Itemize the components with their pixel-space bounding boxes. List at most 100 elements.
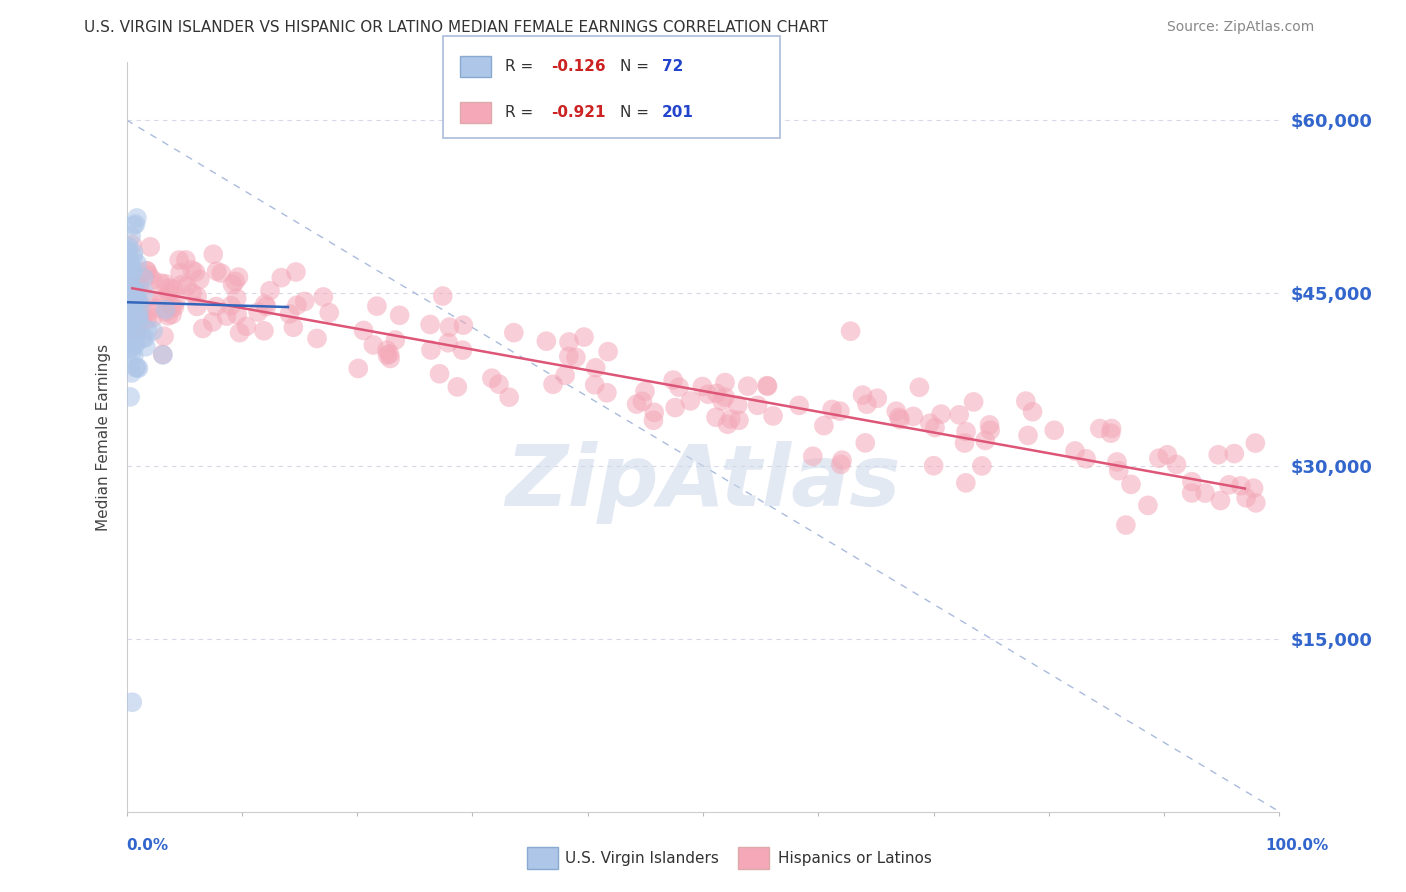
Point [908, 380, 931, 394]
Point [828, 404, 851, 418]
Point [1209, 493, 1232, 508]
Point [120, 229, 142, 244]
Point [831, 453, 853, 467]
Point [135, 340, 157, 354]
Point [1064, 444, 1087, 458]
Point [117, 245, 139, 260]
Point [375, 343, 398, 357]
Point [866, 391, 889, 405]
Point [728, 413, 751, 427]
Point [714, 390, 737, 404]
Point [120, 309, 142, 323]
Point [284, 265, 307, 279]
Point [125, 337, 148, 351]
Text: N =: N = [620, 59, 654, 74]
Point [974, 434, 997, 448]
Point [127, 292, 149, 306]
Point [163, 300, 186, 314]
Text: ZipAtlas: ZipAtlas [505, 441, 901, 524]
Point [136, 312, 159, 326]
Point [136, 323, 159, 337]
Point [536, 334, 558, 348]
Point [706, 386, 728, 401]
Point [1181, 486, 1204, 500]
Point [762, 409, 785, 423]
Text: 72: 72 [662, 59, 683, 74]
Point [125, 278, 148, 293]
Point [446, 380, 468, 394]
Point [181, 285, 204, 300]
Point [498, 390, 520, 404]
Point [626, 397, 648, 411]
Point [127, 313, 149, 327]
Point [278, 307, 301, 321]
Point [121, 266, 143, 280]
Point [388, 308, 411, 322]
Point [716, 417, 738, 432]
Point [948, 408, 970, 422]
Point [131, 314, 153, 328]
Text: U.S. VIRGIN ISLANDER VS HISPANIC OR LATINO MEDIAN FEMALE EARNINGS CORRELATION CH: U.S. VIRGIN ISLANDER VS HISPANIC OR LATI… [84, 20, 828, 35]
Point [565, 351, 588, 365]
Point [1194, 486, 1216, 500]
Point [720, 412, 742, 426]
Point [117, 332, 139, 346]
Point [122, 245, 145, 260]
Point [127, 279, 149, 293]
Text: 100.0%: 100.0% [1265, 838, 1329, 853]
Point [142, 273, 165, 287]
Point [254, 300, 277, 314]
Point [157, 285, 180, 300]
Point [121, 301, 143, 315]
Point [170, 277, 193, 292]
Point [643, 413, 665, 427]
Point [120, 333, 142, 347]
Point [962, 395, 984, 409]
Point [903, 409, 925, 424]
Point [122, 349, 145, 363]
Point [125, 211, 148, 225]
Point [202, 247, 225, 261]
Point [1119, 477, 1142, 491]
Point [117, 316, 139, 330]
Point [643, 405, 665, 419]
Point [1243, 481, 1265, 495]
Point [118, 309, 141, 323]
Point [149, 276, 172, 290]
Point [839, 324, 862, 338]
Point [128, 301, 150, 316]
Point [121, 323, 143, 337]
Point [1218, 478, 1240, 492]
Point [118, 343, 141, 357]
Point [135, 291, 157, 305]
Point [420, 343, 443, 357]
Point [437, 335, 460, 350]
Point [122, 219, 145, 233]
Point [1108, 464, 1130, 478]
Point [363, 338, 385, 352]
Point [138, 268, 160, 283]
Point [662, 373, 685, 387]
Point [121, 237, 143, 252]
Point [924, 420, 946, 434]
Point [117, 262, 139, 277]
Point [125, 326, 148, 341]
Point [583, 377, 606, 392]
Point [205, 300, 228, 314]
Point [432, 289, 454, 303]
Point [697, 387, 720, 401]
Point [118, 318, 141, 333]
Point [124, 311, 146, 326]
Point [160, 301, 183, 315]
Point [558, 334, 581, 349]
Point [312, 290, 335, 304]
Point [121, 282, 143, 296]
Point [664, 401, 686, 415]
Point [121, 313, 143, 327]
Point [120, 390, 142, 404]
Point [124, 360, 146, 375]
Point [384, 333, 406, 347]
Point [294, 294, 316, 309]
Point [228, 326, 250, 340]
Point [554, 368, 576, 383]
